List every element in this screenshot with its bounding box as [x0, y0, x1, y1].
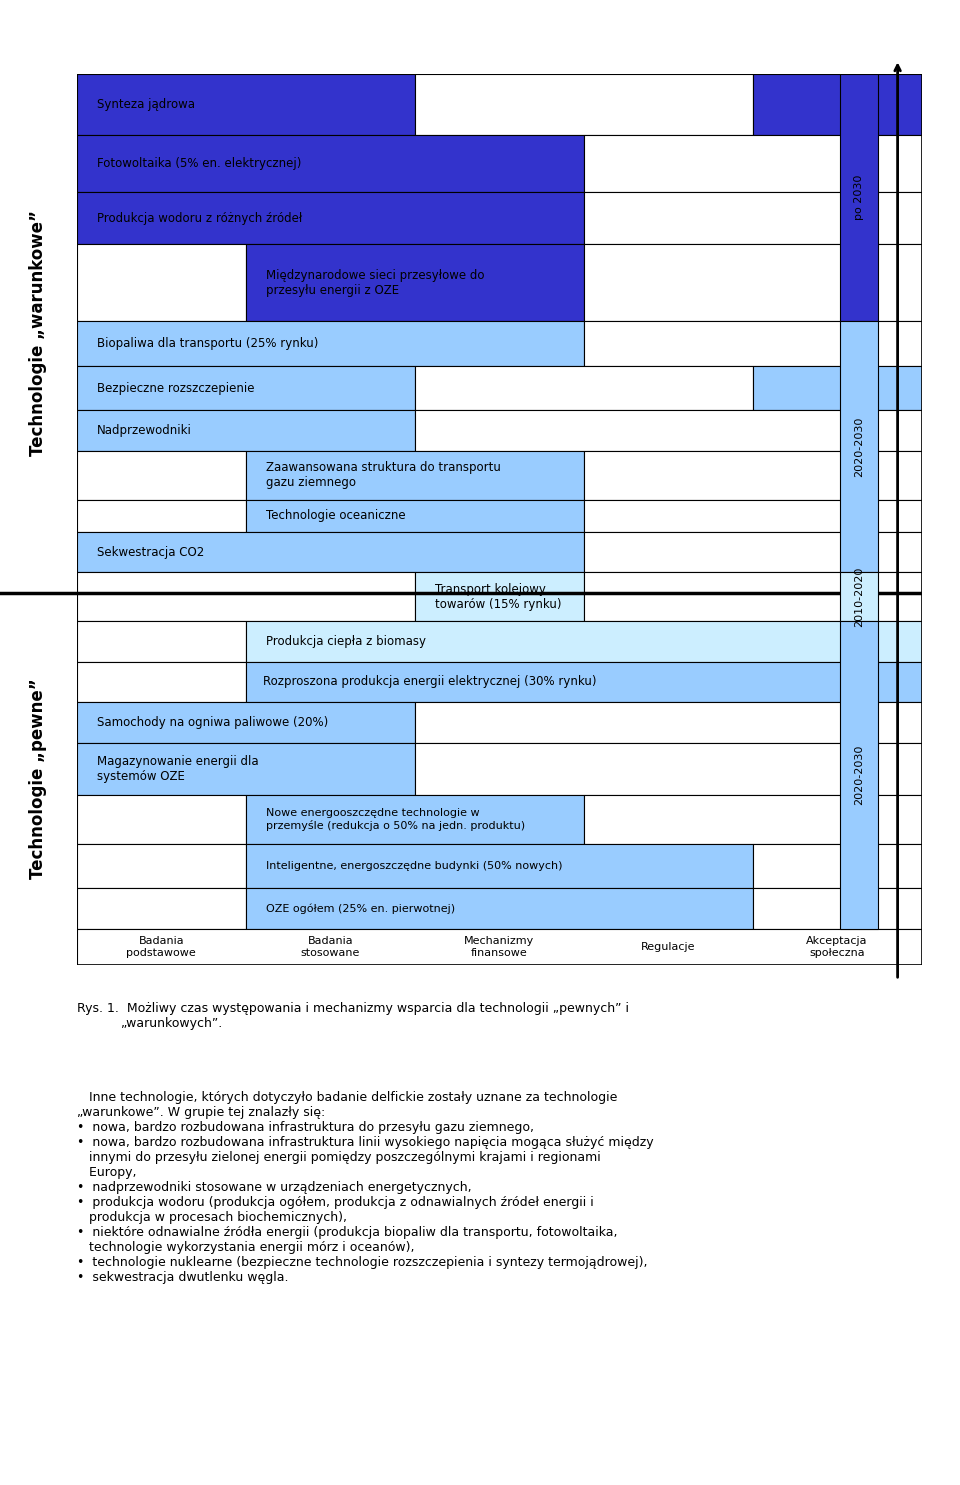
Bar — [246, 499, 584, 532]
Bar — [415, 702, 922, 742]
Bar — [584, 245, 922, 321]
Text: Biopaliwa dla transportu (25% rynku): Biopaliwa dla transportu (25% rynku) — [97, 337, 319, 350]
Bar — [77, 742, 415, 794]
Bar — [77, 928, 922, 965]
Text: Rys. 1.  Możliwy czas występowania i mechanizmy wsparcia dla technologii „pewnyc: Rys. 1. Możliwy czas występowania i mech… — [77, 1002, 629, 1031]
Bar — [77, 451, 246, 499]
Bar — [246, 245, 584, 321]
Bar — [77, 192, 584, 245]
Bar — [77, 888, 246, 928]
Bar — [77, 794, 246, 843]
Bar — [77, 661, 246, 702]
Bar — [753, 74, 922, 135]
Text: Fotowoltaika (5% en. elektrycznej): Fotowoltaika (5% en. elektrycznej) — [97, 157, 301, 169]
Text: Technologie „pewne”: Technologie „pewne” — [30, 679, 47, 879]
Text: Bezpieczne rozszczepienie: Bezpieczne rozszczepienie — [97, 382, 254, 395]
Text: Regulacje: Regulacje — [641, 941, 695, 952]
Bar — [246, 794, 584, 843]
Bar — [840, 621, 878, 928]
Text: Zaawansowana struktura do transportu
gazu ziemnego: Zaawansowana struktura do transportu gaz… — [266, 462, 501, 489]
Bar — [584, 532, 922, 572]
Text: Międzynarodowe sieci przesyłowe do
przesyłu energii z OZE: Międzynarodowe sieci przesyłowe do przes… — [266, 269, 485, 297]
Text: Samochody na ogniwa paliwowe (20%): Samochody na ogniwa paliwowe (20%) — [97, 716, 328, 729]
Bar — [415, 74, 753, 135]
Text: 2020-2030: 2020-2030 — [854, 417, 864, 477]
Bar — [584, 192, 922, 245]
Bar — [753, 843, 922, 888]
Text: Rozproszona produkcja energii elektrycznej (30% rynku): Rozproszona produkcja energii elektryczn… — [263, 676, 596, 688]
Bar — [415, 410, 922, 451]
Bar — [77, 621, 246, 661]
Text: 2010-2020: 2010-2020 — [854, 566, 864, 627]
Bar — [246, 621, 922, 661]
Bar — [840, 321, 878, 572]
Bar — [415, 742, 922, 794]
Bar — [77, 245, 246, 321]
Text: Inteligentne, energoszczędne budynki (50% nowych): Inteligentne, energoszczędne budynki (50… — [266, 861, 563, 872]
Text: Nowe energooszczędne technologie w
przemyśle (redukcja o 50% na jedn. produktu): Nowe energooszczędne technologie w przem… — [266, 808, 525, 830]
Bar — [77, 532, 584, 572]
Text: Produkcja ciepła z biomasy: Produkcja ciepła z biomasy — [266, 634, 426, 647]
Bar — [246, 451, 584, 499]
Text: Technologie oceaniczne: Technologie oceaniczne — [266, 509, 406, 523]
Bar — [77, 572, 415, 621]
Text: Mechanizmy
finansowe: Mechanizmy finansowe — [464, 936, 535, 958]
Bar — [246, 843, 753, 888]
Bar — [584, 321, 922, 365]
Bar — [77, 135, 584, 192]
Bar — [584, 499, 922, 532]
Bar — [840, 572, 878, 621]
Bar — [77, 702, 415, 742]
Bar — [246, 888, 753, 928]
Text: Produkcja wodoru z różnych źródeł: Produkcja wodoru z różnych źródeł — [97, 211, 302, 224]
Text: Technologie „warunkowe”: Technologie „warunkowe” — [30, 211, 47, 456]
Text: Akceptacja
społeczna: Akceptacja społeczna — [806, 936, 868, 958]
Bar — [840, 74, 878, 321]
Text: Inne technologie, których dotyczyło badanie delfickie zostały uznane za technolo: Inne technologie, których dotyczyło bada… — [77, 1091, 654, 1285]
Text: po 2030: po 2030 — [854, 175, 864, 220]
Bar — [77, 843, 246, 888]
Text: OZE ogółem (25% en. pierwotnej): OZE ogółem (25% en. pierwotnej) — [266, 903, 455, 913]
Bar — [584, 794, 922, 843]
Text: Magazynowanie energii dla
systemów OZE: Magazynowanie energii dla systemów OZE — [97, 754, 258, 783]
Bar — [584, 451, 922, 499]
Bar — [584, 572, 922, 621]
Bar — [753, 888, 922, 928]
Bar — [77, 321, 584, 365]
Bar — [77, 74, 415, 135]
Bar — [77, 410, 415, 451]
Text: 2020-2030: 2020-2030 — [854, 744, 864, 805]
Bar — [415, 365, 753, 410]
Bar — [77, 499, 246, 532]
Text: Badania
podstawowe: Badania podstawowe — [127, 936, 196, 958]
Bar — [753, 365, 922, 410]
Text: Synteza jądrowa: Synteza jądrowa — [97, 98, 195, 111]
Text: Transport kolejowy
towarów (15% rynku): Transport kolejowy towarów (15% rynku) — [435, 582, 562, 610]
Bar — [584, 135, 922, 192]
Text: Sekwestracja CO2: Sekwestracja CO2 — [97, 545, 204, 558]
Bar — [77, 365, 415, 410]
Bar — [415, 572, 584, 621]
Text: Nadprzewodniki: Nadprzewodniki — [97, 425, 192, 437]
Text: Badania
stosowane: Badania stosowane — [300, 936, 360, 958]
Bar — [246, 661, 922, 702]
